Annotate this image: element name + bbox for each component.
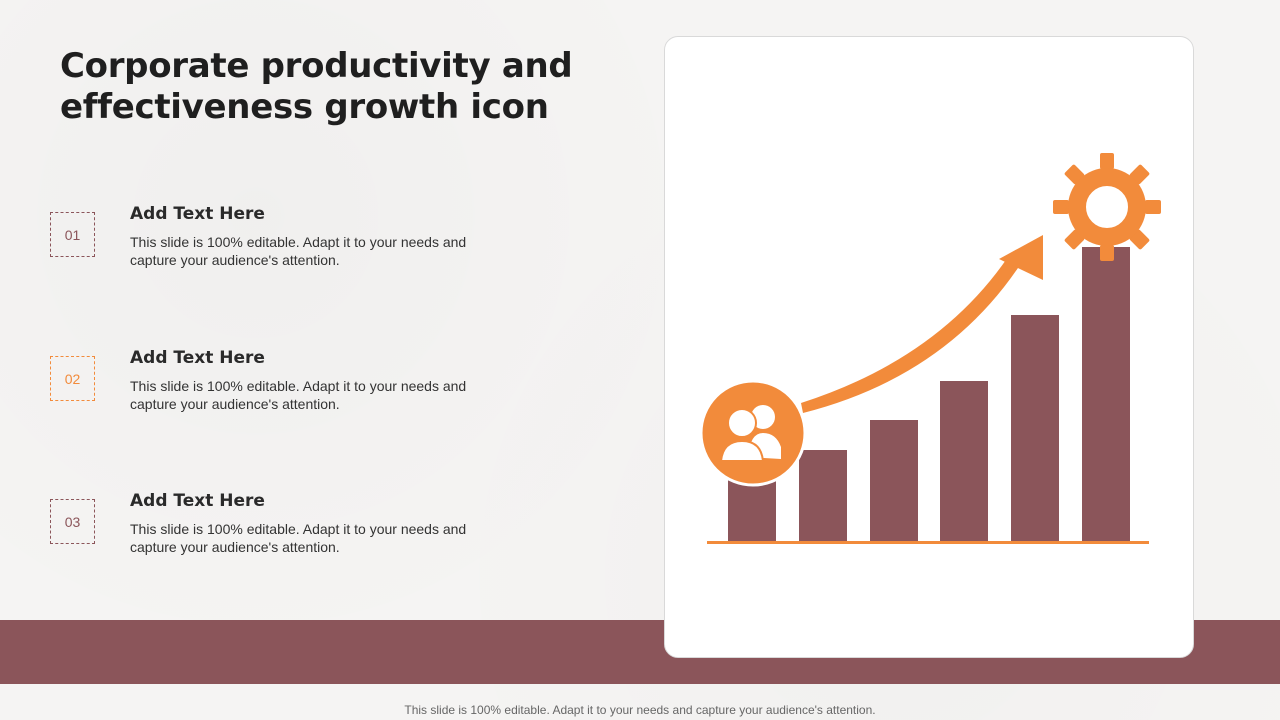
bar-5: [1011, 315, 1059, 543]
bar-3: [870, 420, 918, 543]
item-heading: Add Text Here: [130, 491, 265, 511]
illustration-card: [664, 36, 1194, 658]
bar-1: [728, 477, 776, 543]
bar-2: [799, 450, 847, 543]
item-heading: Add Text Here: [130, 348, 265, 368]
growth-arrow-icon: [801, 235, 1043, 413]
gear-icon: [1053, 153, 1161, 261]
bar-4: [940, 381, 988, 543]
item-number-badge: 02: [50, 356, 95, 401]
page-title: Corporate productivity and effectiveness…: [60, 46, 573, 127]
item-heading: Add Text Here: [130, 204, 265, 224]
growth-illustration: [699, 153, 1161, 544]
baseline: [707, 541, 1149, 544]
footer-note: This slide is 100% editable. Adapt it to…: [404, 703, 876, 717]
item-number-badge: 03: [50, 499, 95, 544]
list-item-2: 02 Add Text Here This slide is 100% edit…: [50, 348, 510, 416]
item-description: This slide is 100% editable. Adapt it to…: [130, 378, 467, 412]
list-item-1: 01 Add Text Here This slide is 100% edit…: [50, 204, 510, 272]
bar-6: [1082, 247, 1130, 543]
item-description: This slide is 100% editable. Adapt it to…: [130, 521, 467, 555]
item-number-badge: 01: [50, 212, 95, 257]
people-icon: [699, 379, 807, 487]
list-item-3: 03 Add Text Here This slide is 100% edit…: [50, 491, 510, 559]
item-description: This slide is 100% editable. Adapt it to…: [130, 234, 467, 268]
